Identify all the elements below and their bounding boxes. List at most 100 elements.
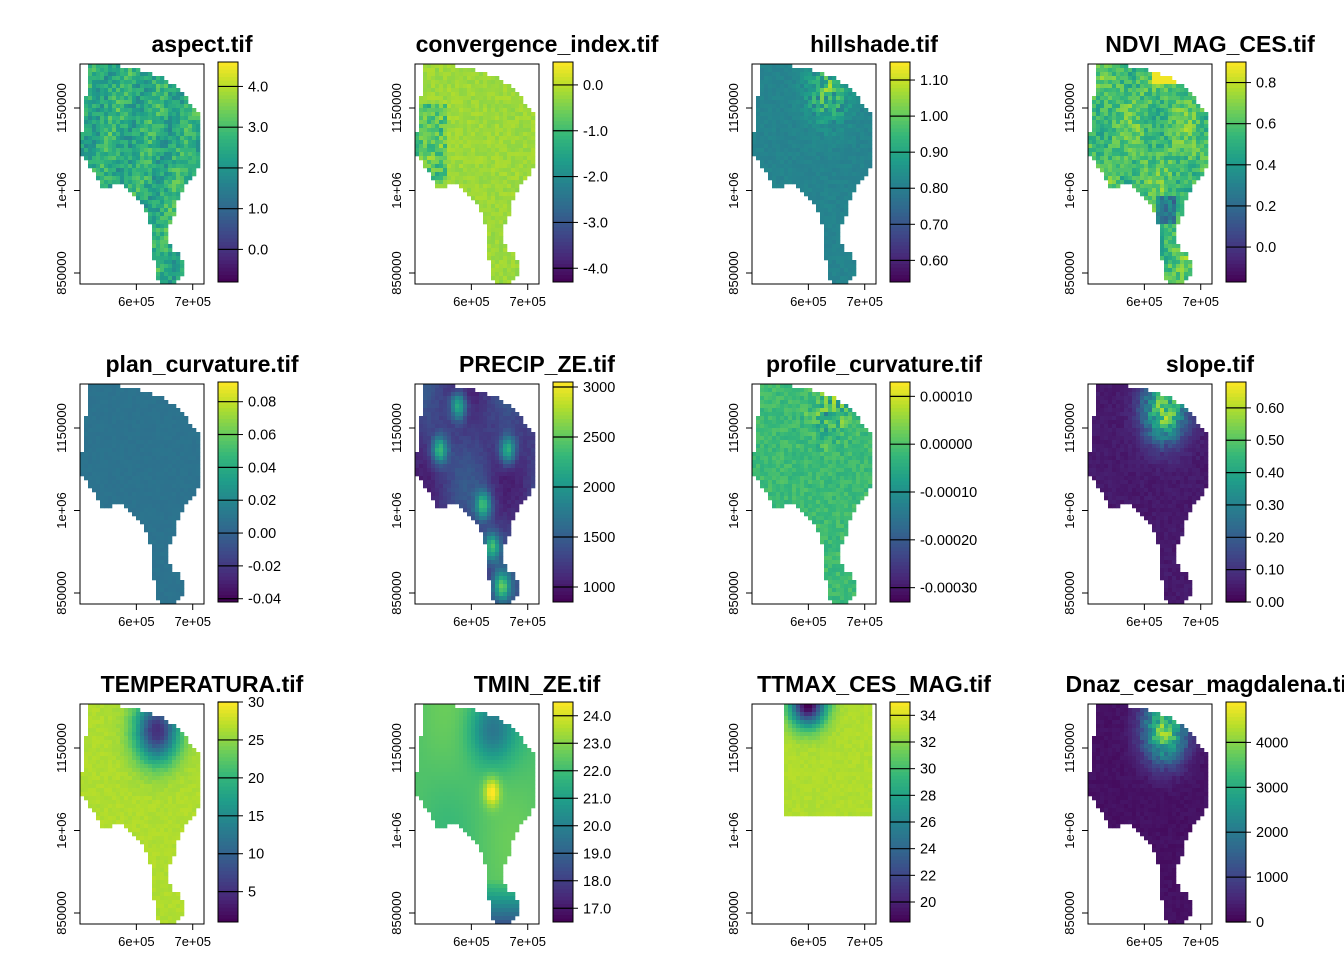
y-tick-label: 1e+06 [54, 492, 69, 529]
color-legend: -0.00030 -0.00020 -0.00010 0.00000 0.00010 [889, 381, 977, 603]
y-tick-label: 850000 [389, 571, 404, 614]
legend-tick-label: -0.00020 [920, 533, 977, 549]
map-frame [414, 63, 540, 285]
x-tick-label: 7e+05 [509, 614, 546, 629]
color-legend: 0.0 1.0 2.0 3.0 4.0 [217, 61, 268, 283]
panel-title: NDVI_MAG_CES.tif [1105, 31, 1315, 57]
legend-tick-label: 30 [920, 762, 936, 778]
legend-tick-label: 5 [248, 885, 256, 901]
x-tick-label: 6e+05 [118, 614, 155, 629]
legend-tick-label: 22.0 [583, 764, 611, 780]
legend-tick-label: 1.00 [920, 109, 948, 125]
map-frame [751, 63, 877, 285]
color-legend: -0.04 -0.02 0.00 0.02 0.04 0.06 0.08 [217, 381, 281, 608]
y-tick-label: 850000 [54, 251, 69, 294]
x-tick-label: 6e+05 [790, 294, 827, 309]
map-frame [1087, 63, 1213, 285]
y-tick-label: 1e+06 [389, 812, 404, 849]
legend-tick-label: 34 [920, 708, 936, 724]
x-tick-label: 6e+05 [790, 614, 827, 629]
y-tick-label: 1150000 [1062, 83, 1077, 133]
y-tick-label: 1150000 [54, 403, 69, 453]
legend-tick-label: 3000 [583, 380, 615, 396]
raster-panel: TTMAX_CES_MAG.tif 6e+05 7e+05 850000 1e+06 11… [726, 671, 991, 949]
color-legend: 0 1000 2000 3000 4000 [1225, 701, 1288, 931]
y-tick-label: 1150000 [389, 403, 404, 453]
y-tick-label: 1150000 [1062, 723, 1077, 773]
raster-panel: TEMPERATURA.tif 6e+05 7e+05 850000 1e+06 1150… [54, 671, 304, 949]
y-tick-label: 850000 [726, 251, 741, 294]
legend-tick-label: 32 [920, 735, 936, 751]
panel-title: TMIN_ZE.tif [474, 671, 601, 697]
y-tick-label: 850000 [54, 571, 69, 614]
legend-tick-label: 20.0 [583, 819, 611, 835]
raster-image [80, 704, 201, 924]
raster-image [415, 384, 536, 604]
legend-tick-label: 1000 [583, 580, 615, 596]
legend-tick-label: 4000 [1256, 735, 1288, 751]
raster-image [1088, 384, 1209, 604]
legend-tick-label: 30 [248, 695, 264, 711]
y-tick-label: 1e+06 [389, 492, 404, 529]
raster-panel: slope.tif 6e+05 7e+05 850000 1e+06 1150000 0.0… [1062, 351, 1284, 629]
y-tick-label: 850000 [1062, 571, 1077, 614]
y-tick-label: 1150000 [389, 83, 404, 133]
legend-tick-label: 2000 [1256, 825, 1288, 841]
y-tick-label: 1150000 [389, 723, 404, 773]
raster-image [415, 64, 536, 284]
x-tick-label: 7e+05 [174, 614, 211, 629]
legend-tick-label: 20 [248, 771, 264, 787]
legend-tick-label: 0.2 [1256, 199, 1276, 215]
y-tick-label: 1e+06 [726, 812, 741, 849]
legend-tick-label: 2500 [583, 430, 615, 446]
legend-tick-label: 21.0 [583, 791, 611, 807]
legend-tick-label: 10 [248, 847, 264, 863]
panel-title: PRECIP_ZE.tif [459, 351, 615, 377]
raster-panel: NDVI_MAG_CES.tif 6e+05 7e+05 850000 1e+06 115… [1062, 31, 1315, 309]
legend-tick-label: 17.0 [583, 901, 611, 917]
legend-tick-label: 0.02 [248, 493, 276, 509]
legend-tick-label: 0.80 [920, 181, 948, 197]
legend-tick-label: -0.00010 [920, 485, 977, 501]
legend-tick-label: -3.0 [583, 215, 608, 231]
legend-tick-label: 24 [920, 842, 936, 858]
raster-panel: TMIN_ZE.tif 6e+05 7e+05 850000 1e+06 1150000 1… [389, 671, 611, 949]
panel-title: plan_curvature.tif [106, 351, 299, 377]
panel-title: convergence_index.tif [416, 31, 659, 57]
x-tick-label: 7e+05 [1182, 934, 1219, 949]
y-tick-label: 1150000 [1062, 403, 1077, 453]
x-tick-label: 7e+05 [846, 614, 883, 629]
legend-tick-label: 0.0 [1256, 240, 1276, 256]
map-frame [414, 703, 540, 925]
y-tick-label: 850000 [1062, 891, 1077, 934]
y-tick-label: 1150000 [726, 723, 741, 773]
raster-panel: Dnaz_cesar_magdalena.tif 6e+05 7e+05 850000… [1062, 671, 1344, 949]
legend-tick-label: 0.0 [583, 78, 603, 94]
raster-image [80, 64, 201, 284]
x-tick-label: 7e+05 [846, 934, 883, 949]
legend-tick-label: 0.6 [1256, 117, 1276, 133]
y-tick-label: 850000 [726, 891, 741, 934]
color-legend: 0.60 0.70 0.80 0.90 1.00 1.10 [889, 61, 948, 283]
x-tick-label: 7e+05 [1182, 614, 1219, 629]
raster-image [752, 384, 873, 604]
panel-title: slope.tif [1166, 351, 1255, 377]
legend-tick-label: 1.0 [248, 202, 268, 218]
x-tick-label: 6e+05 [453, 614, 490, 629]
legend-tick-label: 0 [1256, 915, 1264, 931]
x-tick-label: 7e+05 [509, 294, 546, 309]
legend-tick-label: 0.00 [1256, 595, 1284, 611]
legend-tick-label: 3.0 [248, 120, 268, 136]
legend-tick-label: 25 [248, 733, 264, 749]
raster-panel: convergence_index.tif 6e+05 7e+05 850000 1e+… [389, 31, 659, 309]
map-frame [751, 703, 877, 925]
legend-tick-label: -0.04 [248, 592, 281, 608]
legend-tick-label: 26 [920, 815, 936, 831]
map-frame [79, 383, 205, 605]
raster-panel: hillshade.tif 6e+05 7e+05 850000 1e+06 115000… [726, 31, 948, 309]
legend-tick-label: 0.4 [1256, 158, 1276, 174]
y-tick-label: 850000 [726, 571, 741, 614]
raster-panel: profile_curvature.tif 6e+05 7e+05 850000 1e+… [726, 351, 982, 629]
y-tick-label: 1150000 [726, 83, 741, 133]
